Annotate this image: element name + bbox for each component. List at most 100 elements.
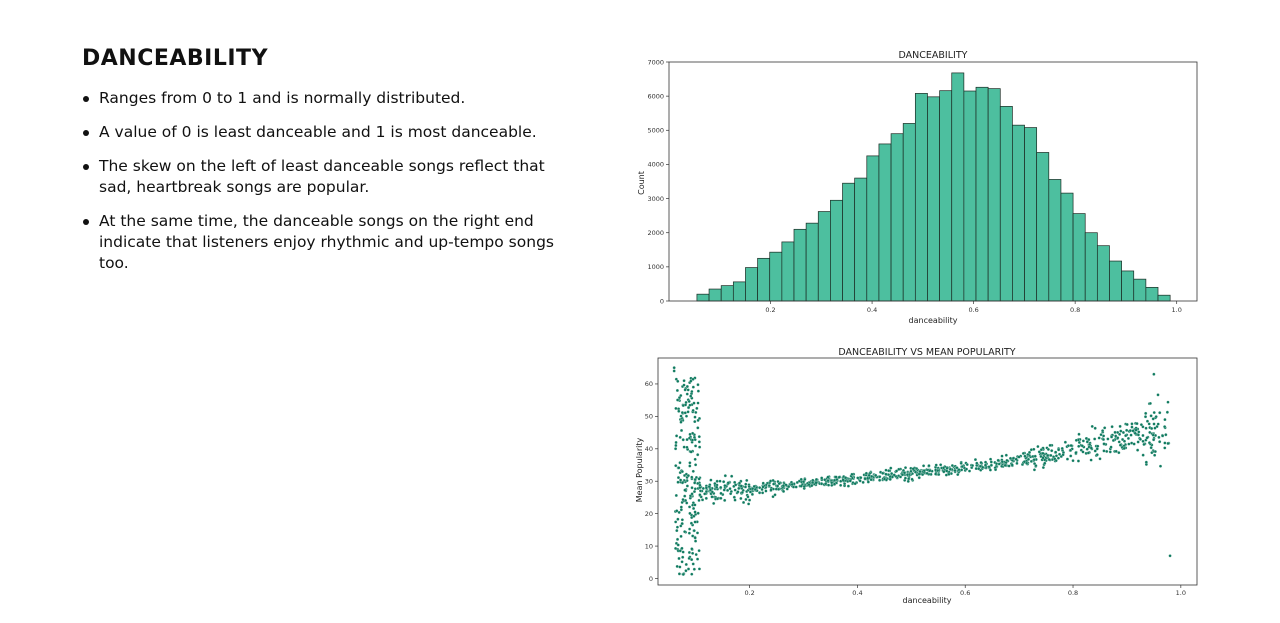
- scatter-point: [690, 572, 694, 576]
- scatter-point: [997, 462, 1001, 466]
- scatter-y-tick-label: 60: [645, 380, 653, 388]
- histogram-bar: [1109, 260, 1122, 302]
- scatter-point: [696, 426, 700, 430]
- scatter-point: [863, 477, 867, 481]
- scatter-point: [694, 410, 698, 415]
- scatter-point: [680, 481, 685, 485]
- scatter-point: [1037, 450, 1041, 454]
- scatter-point: [820, 482, 824, 486]
- histogram-plot-frame: [668, 61, 1198, 302]
- scatter-point: [773, 493, 777, 497]
- scatter-point: [729, 492, 733, 496]
- histogram-x-label: danceability: [909, 316, 958, 325]
- scatter-point: [850, 472, 854, 476]
- scatter-point: [719, 485, 723, 490]
- scatter-point: [723, 484, 727, 488]
- scatter-point: [753, 487, 757, 492]
- scatter-point: [719, 496, 723, 500]
- scatter-point: [1025, 461, 1029, 465]
- scatter-point: [696, 453, 700, 457]
- scatter-point: [1111, 438, 1115, 443]
- scatter-point: [679, 478, 683, 482]
- scatter-point: [918, 469, 922, 474]
- scatter-point: [1126, 436, 1130, 440]
- scatter-point: [677, 510, 681, 514]
- scatter-point: [1074, 451, 1078, 455]
- scatter-point: [1039, 448, 1043, 452]
- scatter-point: [692, 506, 696, 511]
- scatter-point: [697, 567, 702, 571]
- scatter-point: [697, 440, 701, 444]
- scatter-point: [1095, 447, 1099, 451]
- scatter-point: [1139, 423, 1143, 427]
- scatter-point: [675, 529, 679, 533]
- scatter-point: [758, 491, 762, 495]
- scatter-point: [1131, 429, 1135, 433]
- histogram-bar: [805, 222, 819, 302]
- scatter-point: [903, 476, 907, 480]
- scatter-point: [676, 398, 680, 402]
- scatter-point: [1060, 446, 1064, 451]
- scatter-point: [680, 469, 684, 474]
- scatter-y-tick-label: 10: [645, 542, 653, 550]
- scatter-title: DANCEABILITY VS MEAN POPULARITY: [838, 347, 1015, 358]
- scatter-point: [1047, 458, 1051, 462]
- scatter-point: [925, 471, 929, 475]
- scatter-point: [675, 564, 679, 568]
- histogram-bar: [1060, 192, 1074, 302]
- scatter-point: [693, 457, 697, 461]
- scatter-point: [1004, 453, 1008, 457]
- bullet-item: At the same time, the danceable songs on…: [82, 211, 562, 274]
- scatter-point: [1128, 429, 1132, 433]
- histogram-bar: [696, 293, 710, 302]
- scatter-y-tick-label: 30: [645, 478, 653, 486]
- scatter-point: [975, 461, 979, 465]
- scatter-point: [683, 530, 687, 534]
- scatter-point: [1161, 434, 1165, 438]
- scatter-point: [1057, 448, 1061, 452]
- scatter-point: [691, 377, 695, 381]
- scatter-point: [737, 486, 741, 490]
- scatter-point: [837, 475, 841, 479]
- scatter-point: [964, 467, 969, 471]
- scatter-point: [878, 478, 882, 482]
- scatter-point: [1033, 454, 1037, 458]
- bullet-item: A value of 0 is least danceable and 1 is…: [82, 122, 562, 143]
- scatter-point: [989, 460, 993, 464]
- scatter-point: [751, 487, 755, 491]
- scatter-point: [1057, 452, 1062, 456]
- scatter-point: [953, 469, 957, 473]
- scatter-point: [1163, 446, 1167, 450]
- histogram-bar: [890, 133, 904, 302]
- scatter-point: [1098, 457, 1102, 461]
- scatter-point: [744, 482, 748, 486]
- scatter-point: [1041, 451, 1045, 455]
- scatter-point: [917, 476, 921, 480]
- scatter-point: [1101, 437, 1106, 442]
- scatter-point: [1122, 439, 1127, 443]
- scatter-point: [694, 444, 698, 448]
- scatter-point: [861, 480, 865, 484]
- scatter-point: [686, 567, 691, 571]
- scatter-point: [677, 556, 681, 561]
- scatter-point: [685, 392, 689, 396]
- scatter-point: [704, 496, 708, 500]
- scatter-point: [1069, 443, 1073, 448]
- histogram-x-tick-label: 0.6: [968, 306, 978, 314]
- scatter-point: [1148, 401, 1152, 406]
- scatter-point: [1114, 449, 1118, 453]
- scatter-point: [957, 468, 961, 472]
- scatter-point: [1158, 411, 1162, 415]
- scatter-point: [741, 500, 746, 505]
- scatter-point: [744, 497, 748, 501]
- histogram-bar: [939, 90, 953, 302]
- scatter-point: [681, 498, 685, 502]
- scatter-point: [737, 481, 742, 485]
- scatter-point: [1032, 458, 1036, 462]
- scatter-point: [685, 484, 689, 488]
- scatter-point: [1151, 417, 1155, 421]
- scatter-point: [934, 472, 938, 476]
- scatter-point: [1046, 453, 1050, 458]
- scatter-point: [675, 434, 679, 438]
- scatter-point: [803, 477, 807, 481]
